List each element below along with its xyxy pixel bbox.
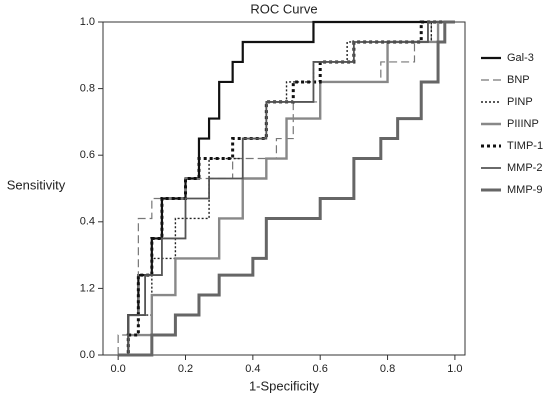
x-tick-label: 0.6 <box>313 363 328 375</box>
legend-label: Gal-3 <box>507 52 534 64</box>
x-axis-label: 1-Specificity <box>249 378 320 393</box>
y-axis-label: Sensitivity <box>7 177 66 192</box>
roc-line <box>118 20 455 357</box>
y-tick-label: 0.6 <box>80 149 95 161</box>
y-tick-label: 1.0 <box>80 16 95 28</box>
y-tick-label: 1.2 <box>80 282 95 294</box>
roc-line <box>118 21 455 356</box>
x-tick-label: 0.0 <box>111 363 126 375</box>
y-tick-label: 0.0 <box>80 349 95 361</box>
roc-line <box>118 20 455 357</box>
x-tick-label: 1.0 <box>447 363 462 375</box>
roc-line <box>118 21 455 356</box>
legend-label: PINP <box>507 96 533 108</box>
roc-line <box>118 20 455 357</box>
x-tick-label: 0.2 <box>178 363 193 375</box>
legend-label: MMP-2 <box>507 162 542 174</box>
chart-title: ROC Curve <box>250 1 317 16</box>
plot-frame <box>102 21 466 356</box>
roc-line <box>118 20 455 357</box>
x-tick-label: 0.4 <box>245 363 260 375</box>
legend-label: MMP-9 <box>507 184 542 196</box>
legend-label: PIIINP <box>507 118 539 130</box>
y-tick-label: 0.8 <box>80 83 95 95</box>
roc-line <box>117 21 455 355</box>
legend-label: BNP <box>507 74 530 86</box>
x-tick-label: 0.8 <box>380 363 395 375</box>
legend-label: TIMP-1 <box>507 140 543 152</box>
y-tick-label: 0.4 <box>80 216 95 228</box>
